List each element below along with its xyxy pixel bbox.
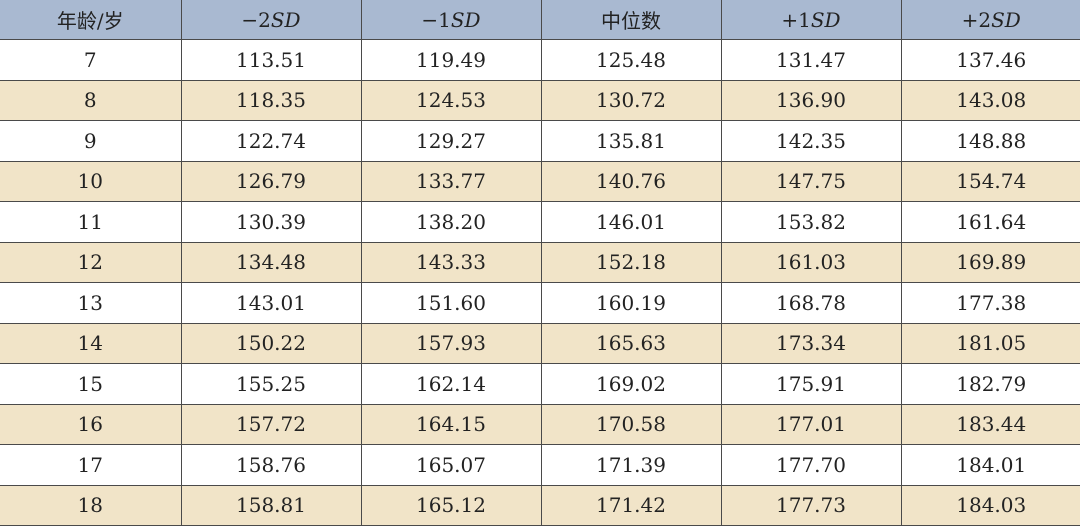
- cell-plus-2sd: 154.74: [901, 161, 1080, 202]
- table-row: 17 158.76 165.07 171.39 177.70 184.01: [0, 444, 1080, 486]
- cell-minus-2sd: 122.74: [181, 120, 362, 162]
- cell-plus-2sd: 181.05: [901, 323, 1080, 364]
- table-row: 16 157.72 164.15 170.58 177.01 183.44: [0, 404, 1080, 445]
- cell-minus-1sd: 157.93: [361, 323, 542, 364]
- table-row: 14 150.22 157.93 165.63 173.34 181.05: [0, 323, 1080, 364]
- table-row: 12 134.48 143.33 152.18 161.03 169.89: [0, 242, 1080, 283]
- cell-median: 140.76: [541, 161, 722, 202]
- table-row: 10 126.79 133.77 140.76 147.75 154.74: [0, 161, 1080, 202]
- cell-age: 7: [0, 39, 182, 81]
- cell-plus-1sd: 177.73: [721, 485, 902, 526]
- cell-plus-2sd: 169.89: [901, 242, 1080, 283]
- cell-plus-2sd: 137.46: [901, 39, 1080, 81]
- table-body: 7 113.51 119.49 125.48 131.47 137.46 8 118.35 12…: [0, 39, 1080, 526]
- cell-minus-2sd: 118.35: [181, 80, 362, 121]
- cell-age: 13: [0, 282, 182, 324]
- cell-plus-2sd: 183.44: [901, 404, 1080, 445]
- cell-minus-1sd: 151.60: [361, 282, 542, 324]
- cell-plus-1sd: 147.75: [721, 161, 902, 202]
- cell-plus-1sd: 173.34: [721, 323, 902, 364]
- table-row: 13 143.01 151.60 160.19 168.78 177.38: [0, 282, 1080, 324]
- cell-plus-1sd: 175.91: [721, 363, 902, 405]
- cell-plus-2sd: 177.38: [901, 282, 1080, 324]
- cell-age: 14: [0, 323, 182, 364]
- cell-minus-2sd: 143.01: [181, 282, 362, 324]
- cell-minus-2sd: 134.48: [181, 242, 362, 283]
- cell-plus-2sd: 161.64: [901, 201, 1080, 243]
- cell-median: 171.42: [541, 485, 722, 526]
- cell-median: 165.63: [541, 323, 722, 364]
- cell-plus-2sd: 184.01: [901, 444, 1080, 486]
- cell-minus-1sd: 129.27: [361, 120, 542, 162]
- cell-median: 169.02: [541, 363, 722, 405]
- cell-minus-2sd: 155.25: [181, 363, 362, 405]
- cell-minus-2sd: 158.76: [181, 444, 362, 486]
- cell-median: 146.01: [541, 201, 722, 243]
- cell-plus-2sd: 148.88: [901, 120, 1080, 162]
- cell-plus-1sd: 177.01: [721, 404, 902, 445]
- table-row: 7 113.51 119.49 125.48 131.47 137.46: [0, 39, 1080, 81]
- cell-minus-1sd: 124.53: [361, 80, 542, 121]
- table-header: 年龄/岁 −2SD −1SD 中位数 +1SD +2SD: [0, 0, 1080, 40]
- cell-plus-2sd: 182.79: [901, 363, 1080, 405]
- cell-age: 17: [0, 444, 182, 486]
- header-median: 中位数: [541, 0, 722, 40]
- cell-age: 15: [0, 363, 182, 405]
- cell-minus-2sd: 157.72: [181, 404, 362, 445]
- header-plus-2sd: +2SD: [901, 0, 1080, 40]
- header-minus-2sd: −2SD: [181, 0, 362, 40]
- table-row: 9 122.74 129.27 135.81 142.35 148.88: [0, 120, 1080, 162]
- cell-minus-1sd: 165.07: [361, 444, 542, 486]
- header-minus-1sd: −1SD: [361, 0, 542, 40]
- cell-minus-2sd: 150.22: [181, 323, 362, 364]
- cell-minus-2sd: 113.51: [181, 39, 362, 81]
- cell-plus-1sd: 131.47: [721, 39, 902, 81]
- table-row: 11 130.39 138.20 146.01 153.82 161.64: [0, 201, 1080, 243]
- cell-age: 10: [0, 161, 182, 202]
- cell-minus-1sd: 164.15: [361, 404, 542, 445]
- cell-age: 12: [0, 242, 182, 283]
- cell-median: 170.58: [541, 404, 722, 445]
- cell-median: 130.72: [541, 80, 722, 121]
- cell-age: 16: [0, 404, 182, 445]
- table-row: 8 118.35 124.53 130.72 136.90 143.08: [0, 80, 1080, 121]
- cell-plus-1sd: 168.78: [721, 282, 902, 324]
- cell-median: 135.81: [541, 120, 722, 162]
- cell-plus-2sd: 143.08: [901, 80, 1080, 121]
- cell-age: 8: [0, 80, 182, 121]
- cell-minus-1sd: 143.33: [361, 242, 542, 283]
- header-plus-1sd: +1SD: [721, 0, 902, 40]
- header-age: 年龄/岁: [0, 0, 182, 40]
- cell-minus-1sd: 165.12: [361, 485, 542, 526]
- cell-minus-1sd: 138.20: [361, 201, 542, 243]
- cell-age: 9: [0, 120, 182, 162]
- cell-age: 11: [0, 201, 182, 243]
- cell-plus-1sd: 161.03: [721, 242, 902, 283]
- cell-minus-2sd: 126.79: [181, 161, 362, 202]
- cell-age: 18: [0, 485, 182, 526]
- table-row: 18 158.81 165.12 171.42 177.73 184.03: [0, 485, 1080, 526]
- cell-median: 152.18: [541, 242, 722, 283]
- cell-plus-1sd: 142.35: [721, 120, 902, 162]
- cell-minus-1sd: 162.14: [361, 363, 542, 405]
- cell-plus-2sd: 184.03: [901, 485, 1080, 526]
- cell-plus-1sd: 177.70: [721, 444, 902, 486]
- cell-minus-1sd: 119.49: [361, 39, 542, 81]
- cell-plus-1sd: 153.82: [721, 201, 902, 243]
- cell-median: 160.19: [541, 282, 722, 324]
- cell-median: 125.48: [541, 39, 722, 81]
- cell-minus-2sd: 158.81: [181, 485, 362, 526]
- header-row: 年龄/岁 −2SD −1SD 中位数 +1SD +2SD: [0, 0, 1080, 40]
- cell-plus-1sd: 136.90: [721, 80, 902, 121]
- cell-median: 171.39: [541, 444, 722, 486]
- cell-minus-1sd: 133.77: [361, 161, 542, 202]
- cell-minus-2sd: 130.39: [181, 201, 362, 243]
- table-row: 15 155.25 162.14 169.02 175.91 182.79: [0, 363, 1080, 405]
